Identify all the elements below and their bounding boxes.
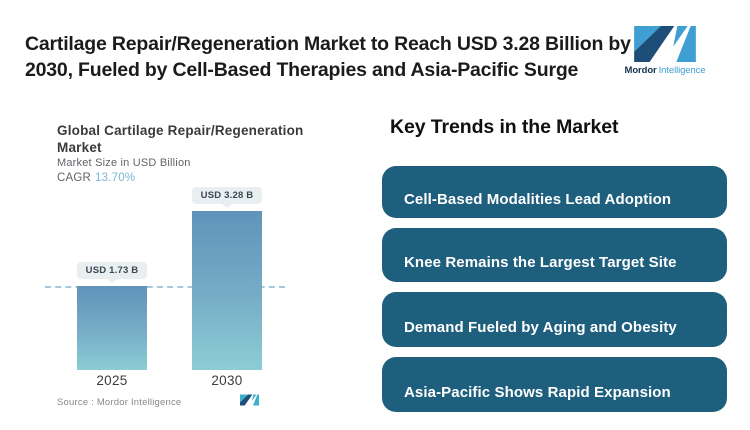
source-logo-icon [240, 393, 259, 411]
bar-group-2030: USD 3.28 B [191, 187, 263, 370]
bar-value-label-2025: USD 1.73 B [76, 262, 148, 279]
chart-subtitle: Market Size in USD Billion [57, 157, 191, 169]
cagr-label: CAGR [57, 172, 92, 184]
page-title: Cartilage Repair/Regeneration Market to … [25, 33, 631, 81]
chart-cagr: CAGR 13.70% [57, 172, 135, 184]
brand-name-light: Intelligence [658, 65, 706, 76]
x-axis-label-2025: 2025 [96, 373, 128, 388]
bar-2025 [77, 286, 147, 370]
trend-button-demand[interactable]: Demand Fueled by Aging and Obesity [382, 292, 727, 347]
chart-title-line1: Global Cartilage Repair/Regeneration [57, 123, 304, 138]
bar-2030 [192, 211, 262, 370]
brand-logo: Mordor Intelligence [625, 26, 706, 76]
chart-title-line2: Market [57, 140, 102, 155]
reference-dashed-line [45, 286, 285, 288]
bar-label-caret [107, 279, 117, 283]
trends-heading: Key Trends in the Market [390, 116, 619, 138]
trend-button-asia-pacific[interactable]: Asia-Pacific Shows Rapid Expansion [382, 357, 727, 412]
chart-title: Global Cartilage Repair/Regeneration Mar… [57, 122, 337, 156]
brand-wordmark: Mordor Intelligence [625, 65, 706, 76]
source-attribution: Source : Mordor Intelligence [57, 397, 182, 408]
bar-value-label-2030: USD 3.28 B [191, 187, 263, 204]
trend-button-knee[interactable]: Knee Remains the Largest Target Site [382, 228, 727, 282]
brand-name-bold: Mordor [624, 65, 657, 76]
bar-group-2025: USD 1.73 B [76, 262, 148, 370]
trend-button-cell-based[interactable]: Cell-Based Modalities Lead Adoption [382, 166, 727, 218]
x-axis-label-2030: 2030 [211, 373, 243, 388]
mordor-logo-icon [634, 26, 696, 62]
bar-label-caret [222, 204, 232, 208]
cagr-value: 13.70% [95, 172, 136, 184]
